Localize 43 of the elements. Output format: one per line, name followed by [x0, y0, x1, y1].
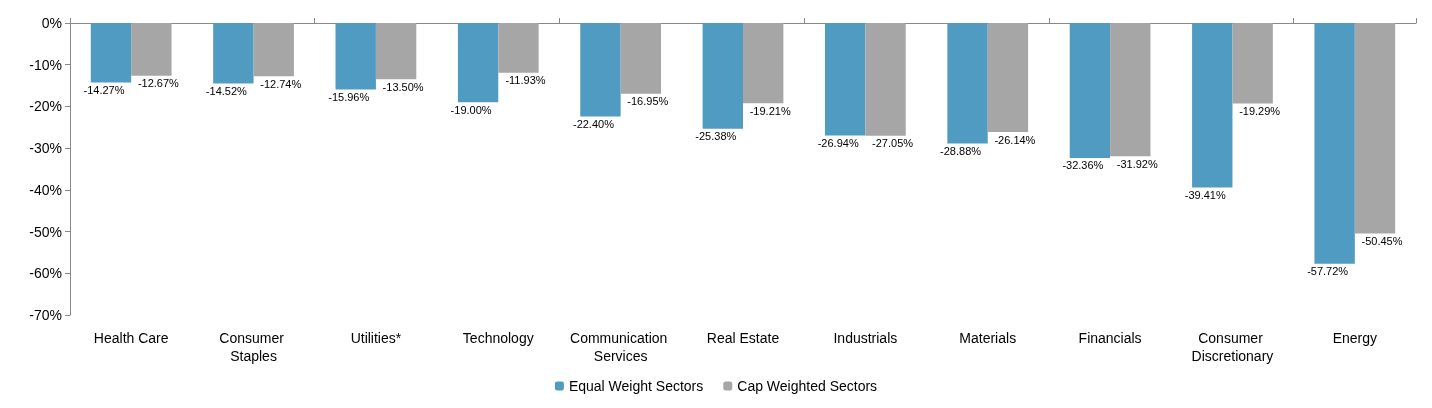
data-label: -32.36% [1062, 159, 1104, 172]
data-label: -22.40% [572, 117, 615, 130]
y-tick-label: 0% [41, 15, 62, 31]
data-label: -26.14% [994, 133, 1036, 146]
data-label: -15.96% [328, 91, 370, 104]
legend-label: Cap Weighted Sectors [737, 378, 878, 394]
x-tick-label: Energy [1332, 330, 1377, 346]
x-tick-label: Industrials [833, 330, 898, 346]
x-tick-label: Technology [462, 330, 534, 346]
data-label: -27.05% [872, 137, 914, 150]
data-label: -57.72% [1307, 265, 1349, 278]
data-label: -12.74% [260, 77, 302, 90]
data-label: -31.92% [1116, 157, 1158, 170]
x-tick-label: Financials [1078, 330, 1142, 346]
y-tick-label: -20% [29, 98, 62, 115]
data-label: -12.67% [137, 77, 180, 90]
x-tick-label: Health Care [93, 330, 169, 346]
x-tick-label: Real Estate [706, 330, 780, 346]
legend-label: Equal Weight Sectors [568, 378, 704, 394]
data-label: -19.00% [450, 103, 492, 116]
y-tick-label: -30% [29, 140, 62, 157]
data-label: -13.50% [382, 80, 424, 93]
x-tick-label: Utilities* [350, 330, 402, 346]
data-label: -11.93% [505, 74, 546, 87]
x-tick-label: Consumer Discretionary [1191, 330, 1274, 364]
y-tick-label: -50% [29, 223, 62, 240]
data-label: -39.41% [1184, 188, 1226, 201]
data-label: -14.52% [205, 85, 248, 98]
data-label: -19.21% [749, 104, 791, 117]
data-label: -25.38% [695, 130, 737, 143]
data-label: -26.94% [817, 136, 859, 149]
y-tick-label: -10% [29, 56, 62, 73]
data-label: -19.29% [1239, 104, 1281, 117]
data-label: -14.27% [83, 84, 125, 97]
y-tick-label: -70% [29, 307, 62, 323]
data-label: -50.45% [1361, 234, 1403, 247]
data-label: -16.95% [627, 95, 669, 108]
y-tick-label: -40% [29, 181, 62, 198]
y-tick-label: -60% [29, 265, 62, 282]
x-tick-label: Materials [959, 330, 1017, 346]
x-tick-label: Communication Services [570, 330, 672, 364]
x-tick-label: Consumer Staples [219, 330, 288, 364]
data-label: -28.88% [940, 144, 982, 157]
